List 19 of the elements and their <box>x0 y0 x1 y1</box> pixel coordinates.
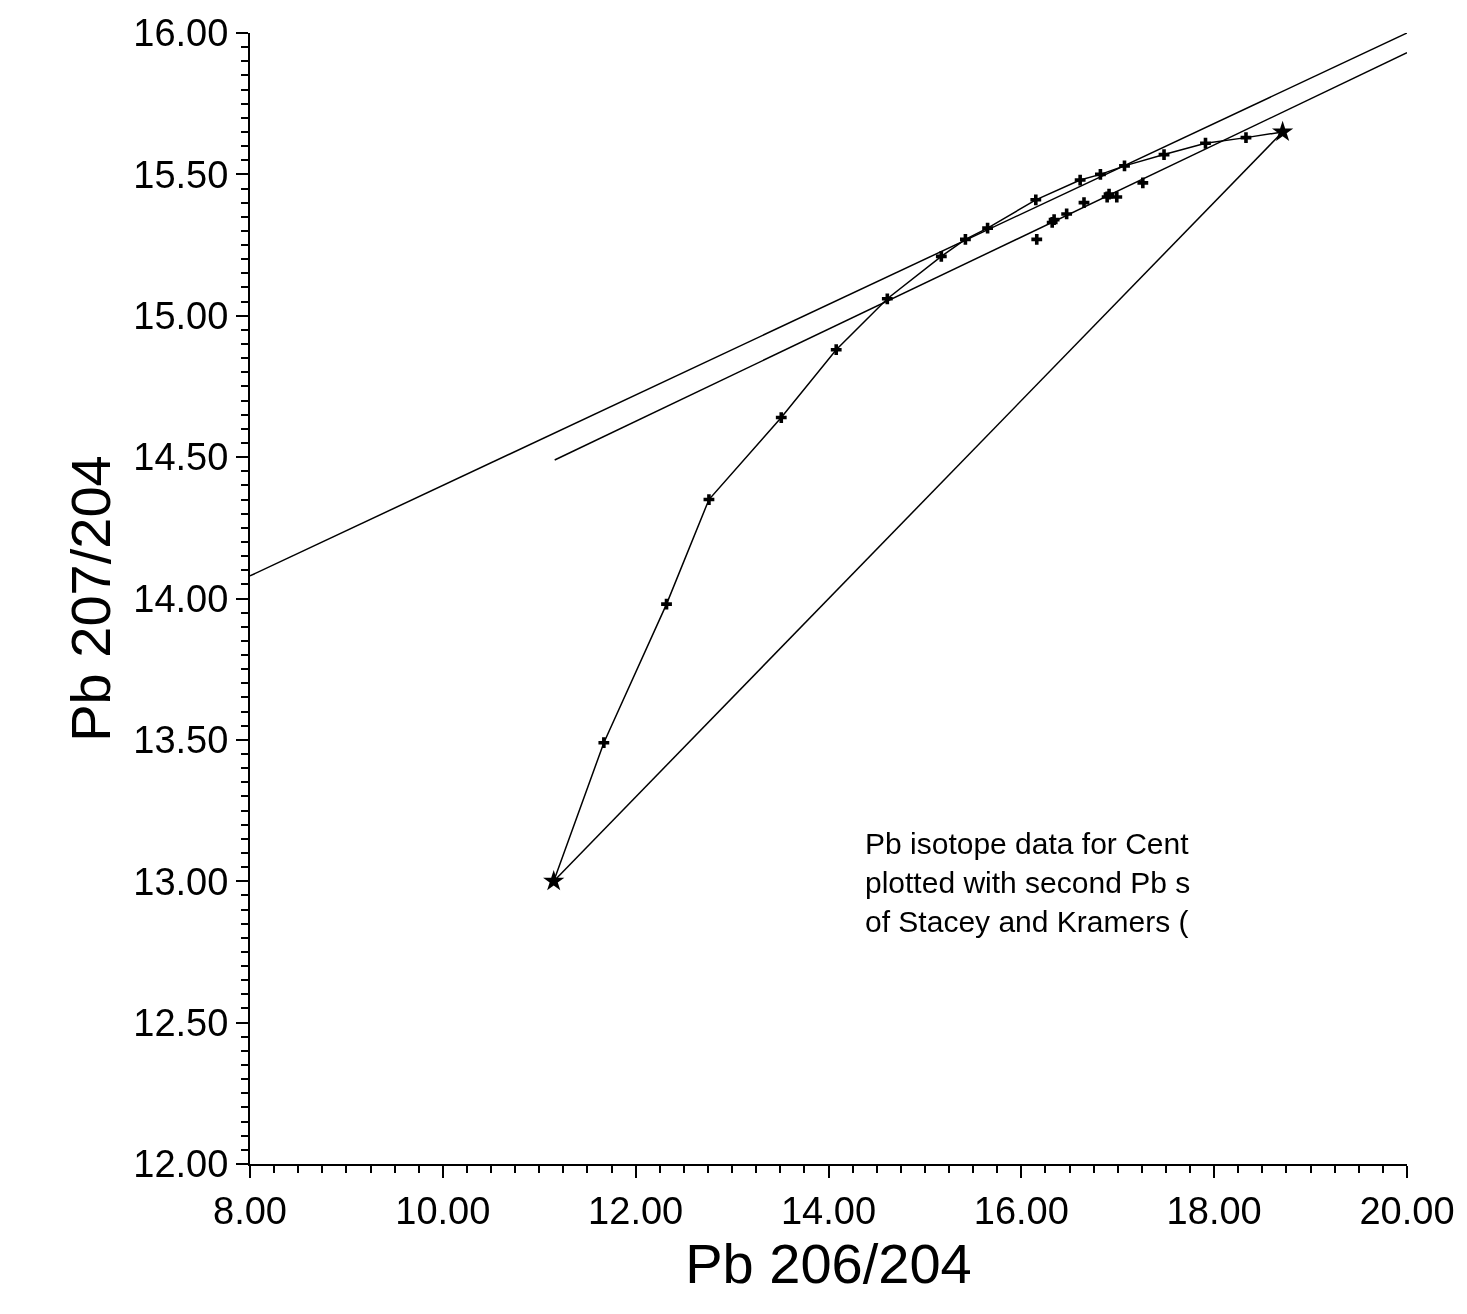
y-tick-label: 13.00 <box>133 860 229 903</box>
y-tick-label: 14.50 <box>133 436 229 479</box>
y-tick-label: 14.00 <box>133 577 229 620</box>
y-tick-label: 15.50 <box>133 153 229 196</box>
y-tick-label: 12.50 <box>133 1001 229 1044</box>
y-tick-label: 15.00 <box>133 295 229 338</box>
x-axis-title: Pb 206/204 <box>685 1231 972 1295</box>
x-tick-label: 8.00 <box>213 1189 287 1232</box>
x-tick-label: 16.00 <box>973 1189 1069 1232</box>
x-tick-label: 14.00 <box>780 1189 877 1232</box>
y-tick-label: 13.50 <box>133 719 229 762</box>
y-tick-label: 12.00 <box>133 1143 229 1186</box>
y-axis-title: Pb 207/204 <box>58 455 122 742</box>
x-tick-label: 10.00 <box>395 1189 491 1232</box>
y-tick-label: 16.00 <box>133 12 229 55</box>
x-tick-label: 12.00 <box>588 1189 684 1232</box>
x-tick-label: 20.00 <box>1359 1189 1455 1232</box>
annotation: Pb isotope data for Cent plotted with second Pb s of Stacey and Kramers ( <box>865 827 1191 938</box>
x-tick-label: 18.00 <box>1166 1189 1262 1232</box>
